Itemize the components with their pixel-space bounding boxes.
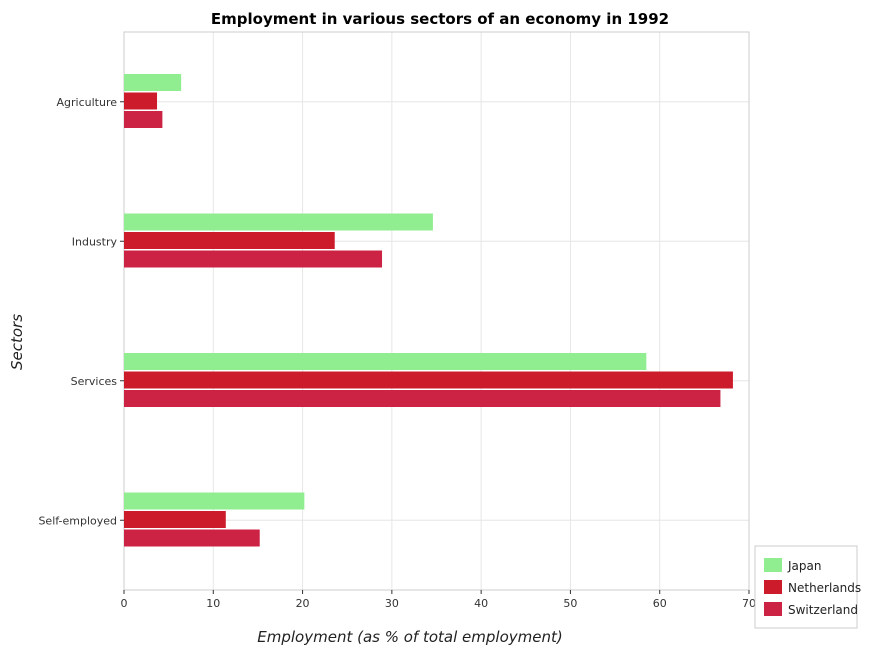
y-axis-ticks: Agriculture Industry Services Self-employed (38, 96, 124, 527)
bar-switzerland-industry (124, 250, 383, 268)
legend-swatch-switzerland (764, 602, 782, 616)
bars-group (124, 74, 733, 547)
legend-label-netherlands: Netherlands (788, 581, 861, 595)
bar-japan-agriculture (124, 74, 182, 91)
legend-swatch-japan (764, 558, 782, 572)
x-tick-label: 0 (121, 597, 128, 610)
y-axis-label: Sectors (8, 314, 26, 370)
bar-japan-industry (124, 213, 433, 231)
bar-netherlands-self-employed (124, 511, 226, 528)
chart-title: Employment in various sectors of an econ… (211, 10, 669, 28)
plot-area (123, 31, 750, 591)
bar-netherlands-agriculture (124, 92, 158, 110)
bar-switzerland-services (124, 390, 721, 407)
y-tick-label: Agriculture (57, 96, 118, 109)
x-tick-label: 30 (385, 597, 399, 610)
x-tick-label: 20 (296, 597, 310, 610)
legend: Japan Netherlands Switzerland (754, 545, 861, 629)
bar-japan-self-employed (124, 492, 305, 510)
bar-japan-services (124, 353, 647, 370)
legend-label-japan: Japan (787, 559, 821, 573)
y-tick-label: Services (71, 375, 118, 388)
bar-switzerland-agriculture (124, 111, 163, 128)
x-tick-label: 60 (653, 597, 667, 610)
x-tick-label: 50 (563, 597, 577, 610)
x-tick-label: 40 (474, 597, 488, 610)
y-tick-label: Industry (72, 235, 118, 248)
x-axis-label: Employment (as % of total employment) (257, 628, 562, 646)
bar-switzerland-self-employed (124, 529, 260, 547)
legend-swatch-netherlands (764, 580, 782, 594)
y-tick-label: Self-employed (38, 514, 117, 527)
x-tick-label: 70 (742, 597, 756, 610)
bar-netherlands-services (124, 371, 733, 389)
bar-netherlands-industry (124, 232, 335, 249)
legend-label-switzerland: Switzerland (788, 603, 858, 617)
x-axis-ticks: 0 10 20 30 40 50 60 70 (121, 590, 756, 610)
x-tick-label: 10 (206, 597, 220, 610)
